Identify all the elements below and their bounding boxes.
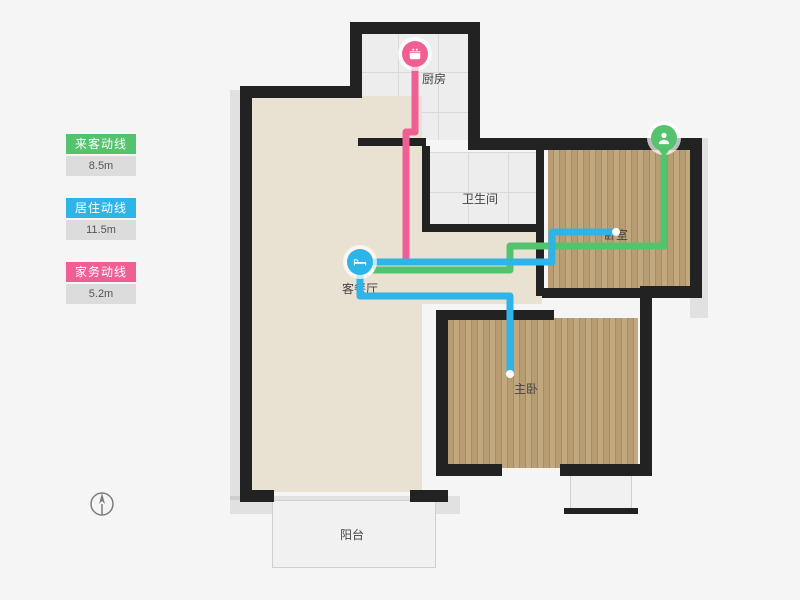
floor-living — [250, 96, 422, 492]
label-kitchen: 厨房 — [422, 70, 446, 87]
legend-item-living: 居住动线 11.5m — [66, 198, 136, 240]
floor-living-ext — [420, 230, 542, 304]
label-bathroom: 卫生间 — [462, 190, 498, 207]
marker-housework-icon — [402, 41, 428, 67]
legend-swatch-housework: 家务动线 — [66, 262, 136, 282]
legend-value-housework: 5.2m — [66, 284, 136, 304]
legend-swatch-living: 居住动线 — [66, 198, 136, 218]
marker-living-icon — [347, 249, 373, 275]
legend-value-living: 11.5m — [66, 220, 136, 240]
label-bedroom: 卧室 — [604, 226, 628, 243]
legend-value-guest: 8.5m — [66, 156, 136, 176]
legend-item-housework: 家务动线 5.2m — [66, 262, 136, 304]
floorplan: 厨房 卫生间 卧室 客餐厅 主卧 阳台 — [210, 18, 730, 578]
label-master: 主卧 — [514, 380, 538, 397]
compass-icon — [88, 490, 116, 518]
floor-bedroom — [548, 148, 692, 288]
floor-mini-balcony — [570, 474, 632, 512]
label-balcony: 阳台 — [340, 526, 364, 543]
label-living: 客餐厅 — [342, 280, 378, 297]
legend-swatch-guest: 来客动线 — [66, 134, 136, 154]
floor-master — [448, 318, 638, 468]
legend: 来客动线 8.5m 居住动线 11.5m 家务动线 5.2m — [66, 134, 136, 326]
marker-guest-pin-tail — [658, 149, 670, 157]
legend-item-guest: 来客动线 8.5m — [66, 134, 136, 176]
marker-guest-icon — [651, 125, 677, 151]
